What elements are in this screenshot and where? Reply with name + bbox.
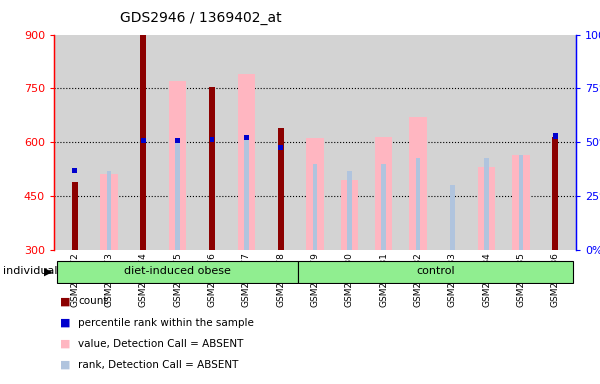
- Bar: [140, 35, 146, 250]
- Bar: [210, 137, 214, 142]
- Bar: [169, 81, 186, 250]
- Text: ■: ■: [60, 360, 71, 370]
- Bar: [175, 140, 180, 250]
- Bar: [100, 174, 118, 250]
- Bar: [307, 139, 323, 250]
- Text: ■: ■: [60, 296, 71, 306]
- Text: value, Detection Call = ABSENT: value, Detection Call = ABSENT: [78, 339, 244, 349]
- Bar: [278, 145, 283, 150]
- Bar: [107, 171, 111, 250]
- Text: percentile rank within the sample: percentile rank within the sample: [78, 318, 254, 328]
- Bar: [141, 137, 146, 143]
- Bar: [512, 155, 530, 250]
- Bar: [450, 185, 455, 250]
- Text: control: control: [416, 266, 455, 276]
- Bar: [416, 158, 420, 250]
- FancyBboxPatch shape: [298, 261, 572, 283]
- Bar: [478, 167, 495, 250]
- Bar: [209, 86, 215, 250]
- Text: ■: ■: [60, 339, 71, 349]
- Bar: [341, 180, 358, 250]
- Text: diet-induced obese: diet-induced obese: [124, 266, 231, 276]
- Bar: [484, 158, 489, 250]
- Text: ■: ■: [60, 318, 71, 328]
- Bar: [73, 168, 77, 174]
- Bar: [238, 74, 255, 250]
- Bar: [409, 117, 427, 250]
- Bar: [553, 137, 559, 250]
- Bar: [553, 133, 557, 139]
- Text: GDS2946 / 1369402_at: GDS2946 / 1369402_at: [120, 11, 281, 25]
- Bar: [382, 164, 386, 250]
- Bar: [519, 155, 523, 250]
- Bar: [347, 171, 352, 250]
- Text: individual: individual: [3, 266, 58, 276]
- Bar: [175, 137, 180, 143]
- Text: count: count: [78, 296, 107, 306]
- Bar: [71, 182, 77, 250]
- Text: rank, Detection Call = ABSENT: rank, Detection Call = ABSENT: [78, 360, 238, 370]
- Bar: [313, 164, 317, 250]
- Bar: [244, 135, 248, 140]
- Bar: [244, 137, 248, 250]
- FancyBboxPatch shape: [58, 261, 298, 283]
- Bar: [375, 137, 392, 250]
- Bar: [278, 128, 284, 250]
- Text: ▶: ▶: [44, 266, 52, 276]
